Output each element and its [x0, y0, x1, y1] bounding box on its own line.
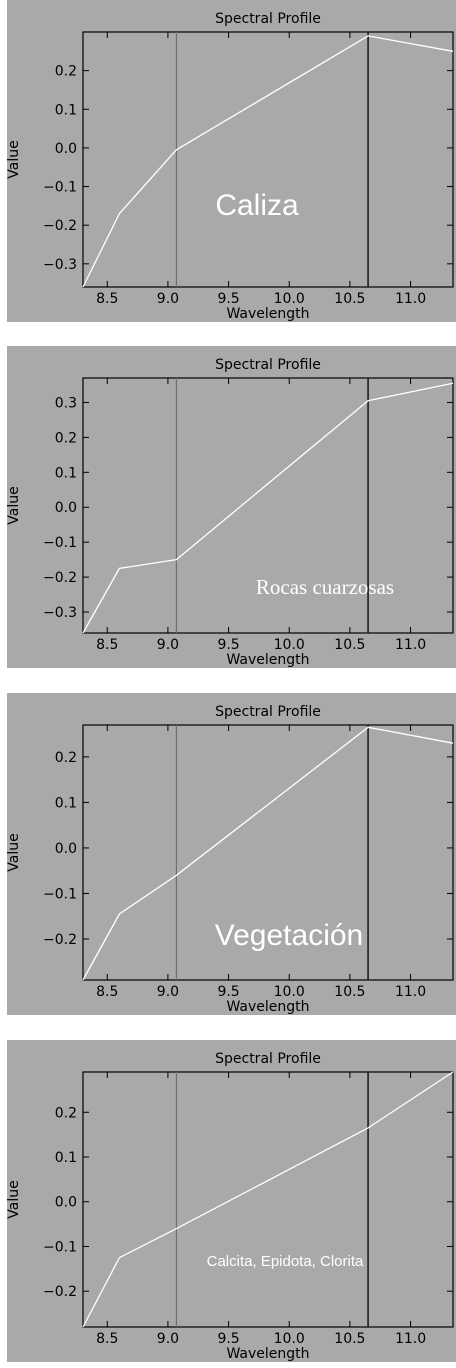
- x-tick-label: 9.0: [157, 984, 179, 1000]
- chart-svg: Spectral Profile Value Wavelength 8.5 9.0 9.5…: [7, 11, 454, 322]
- x-axis-label: Wavelength: [226, 652, 309, 668]
- chart-annotation: Vegetación: [215, 919, 363, 952]
- chart-annotation: Rocas cuarzosas: [256, 575, 394, 599]
- x-tick-label: 10.0: [274, 1331, 305, 1347]
- y-tick-label: −0.2: [43, 1284, 77, 1300]
- x-tick-label: 8.5: [96, 984, 118, 1000]
- chart-title: Spectral Profile: [215, 704, 321, 720]
- y-tick-label: −0.1: [43, 180, 77, 196]
- x-tick-label: 10.5: [334, 984, 365, 1000]
- x-tick-label: 9.5: [217, 637, 239, 653]
- x-tick-label: 10.0: [274, 637, 305, 653]
- x-tick-label: 10.5: [334, 291, 365, 307]
- y-tick-label: −0.3: [43, 257, 77, 273]
- y-tick-label: −0.1: [43, 1239, 77, 1255]
- spectral-series-line: [82, 726, 454, 981]
- y-tick-label: 0.2: [55, 64, 77, 80]
- x-tick-label: 8.5: [96, 1331, 118, 1347]
- y-tick-label: 0.0: [55, 841, 77, 857]
- y-tick-label: −0.2: [43, 932, 77, 948]
- plot-frame: [82, 1071, 454, 1328]
- plot-frame: [82, 724, 454, 981]
- chart-annotation: Calcita, Epidota, Clorita: [207, 1253, 364, 1270]
- x-tick-label: 9.5: [217, 1331, 239, 1347]
- x-tick-label: 9.5: [217, 984, 239, 1000]
- y-tick-label: 0.1: [55, 1150, 77, 1166]
- chart-title: Spectral Profile: [215, 11, 321, 27]
- spectral-series-line: [82, 35, 454, 288]
- x-tick-label: 10.5: [334, 637, 365, 653]
- plot-frame: [82, 377, 454, 634]
- y-axis-label: Value: [7, 1180, 22, 1218]
- spectral-profile-chart-vegetacion: Spectral Profile Value Wavelength 8.5 9.0 9.5…: [7, 693, 456, 1015]
- spectral-series-line: [82, 382, 454, 634]
- spectral-profile-chart-rocas-cuarzosas: Spectral Profile Value Wavelength 8.5 9.0 9.5…: [7, 346, 456, 668]
- x-tick-label: 11.0: [395, 291, 426, 307]
- x-tick-label: 10.0: [274, 291, 305, 307]
- spectral-series-line: [82, 1071, 454, 1328]
- y-tick-label: −0.2: [43, 570, 77, 586]
- x-tick-label: 8.5: [96, 291, 118, 307]
- plot-frame: [82, 31, 454, 288]
- x-axis-label: Wavelength: [226, 1346, 309, 1362]
- y-tick-label: −0.1: [43, 886, 77, 902]
- chart-annotation: Caliza: [215, 189, 299, 222]
- spectral-profile-chart-calcita: Spectral Profile Value Wavelength 8.5 9.0 9.5…: [7, 1040, 456, 1362]
- x-axis-label: Wavelength: [226, 999, 309, 1015]
- y-tick-label: −0.2: [43, 218, 77, 234]
- y-tick-label: 0.0: [55, 141, 77, 157]
- y-tick-label: 0.1: [55, 795, 77, 811]
- y-axis-label: Value: [7, 486, 22, 524]
- y-tick-label: 0.3: [55, 395, 77, 411]
- x-tick-label: 9.0: [157, 637, 179, 653]
- x-tick-label: 10.5: [334, 1331, 365, 1347]
- y-tick-label: 0.2: [55, 750, 77, 766]
- y-tick-label: 0.0: [55, 500, 77, 516]
- x-tick-label: 11.0: [395, 637, 426, 653]
- chart-svg: Spectral Profile Value Wavelength 8.5 9.0 9.5…: [7, 357, 454, 668]
- y-axis-label: Value: [7, 833, 22, 871]
- y-tick-label: 0.1: [55, 465, 77, 481]
- x-tick-label: 9.5: [217, 291, 239, 307]
- x-tick-label: 8.5: [96, 637, 118, 653]
- x-tick-label: 9.0: [157, 291, 179, 307]
- x-tick-label: 9.0: [157, 1331, 179, 1347]
- chart-svg: Spectral Profile Value Wavelength 8.5 9.0 9.5…: [7, 704, 454, 1015]
- y-tick-label: 0.0: [55, 1195, 77, 1211]
- chart-title: Spectral Profile: [215, 357, 321, 373]
- x-tick-label: 11.0: [395, 1331, 426, 1347]
- x-axis-label: Wavelength: [226, 306, 309, 322]
- y-tick-label: 0.1: [55, 102, 77, 118]
- y-tick-label: 0.2: [55, 430, 77, 446]
- chart-title: Spectral Profile: [215, 1051, 321, 1067]
- y-tick-label: −0.3: [43, 605, 77, 621]
- y-tick-label: 0.2: [55, 1105, 77, 1121]
- y-axis-label: Value: [7, 140, 22, 178]
- chart-svg: Spectral Profile Value Wavelength 8.5 9.0 9.5…: [7, 1051, 454, 1362]
- y-tick-label: −0.1: [43, 535, 77, 551]
- x-tick-label: 11.0: [395, 984, 426, 1000]
- spectral-profile-chart-caliza: Spectral Profile Value Wavelength 8.5 9.0 9.5…: [7, 0, 456, 322]
- x-tick-label: 10.0: [274, 984, 305, 1000]
